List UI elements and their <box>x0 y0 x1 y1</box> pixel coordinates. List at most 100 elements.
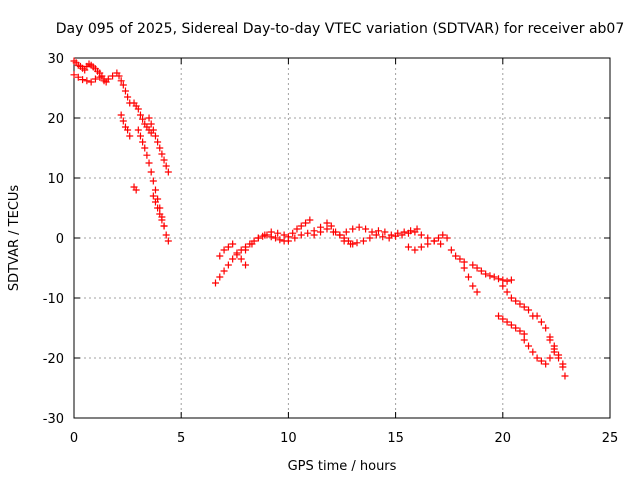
data-point <box>417 231 425 239</box>
data-point <box>145 159 153 167</box>
data-point <box>229 240 237 248</box>
data-point <box>87 78 95 86</box>
data-point <box>121 87 129 95</box>
data-point <box>162 231 170 239</box>
data-point <box>154 138 162 146</box>
data-point <box>83 77 91 85</box>
data-point <box>525 342 533 350</box>
data-point <box>254 234 262 242</box>
data-point <box>404 243 412 251</box>
data-point <box>559 363 567 371</box>
data-point <box>272 234 280 242</box>
data-point <box>149 177 157 185</box>
data-point <box>550 345 558 353</box>
data-point <box>147 168 155 176</box>
data-point <box>274 229 282 237</box>
data-point <box>366 234 374 242</box>
data-point <box>424 234 432 242</box>
data-point <box>439 231 447 239</box>
x-axis-label: GPS time / hours <box>288 459 397 474</box>
data-point <box>460 264 468 272</box>
data-point <box>411 246 419 254</box>
data-point <box>411 228 419 236</box>
data-point <box>503 277 511 285</box>
x-tick-label: 20 <box>495 431 512 446</box>
data-point <box>242 261 250 269</box>
data-point <box>372 231 380 239</box>
data-point <box>149 192 157 200</box>
data-point <box>119 81 127 89</box>
data-point <box>79 76 87 84</box>
data-point <box>443 234 451 242</box>
data-point <box>136 111 144 119</box>
y-tick-label: -10 <box>43 292 64 307</box>
data-point <box>117 111 125 119</box>
data-point <box>349 225 357 233</box>
data-point <box>546 354 554 362</box>
y-tick-label: 10 <box>47 172 64 187</box>
data-point <box>297 222 305 230</box>
data-point <box>304 229 312 237</box>
data-point <box>162 162 170 170</box>
data-point <box>147 120 155 128</box>
data-point <box>529 348 537 356</box>
data-point <box>156 144 164 152</box>
data-point <box>293 225 301 233</box>
data-point <box>482 270 490 278</box>
data-point <box>119 117 127 125</box>
data-point <box>404 229 412 237</box>
data-point <box>220 267 228 275</box>
x-tick-label: 15 <box>387 431 404 446</box>
data-point <box>302 219 310 227</box>
data-point <box>132 186 140 194</box>
data-point <box>512 324 520 332</box>
y-tick-label: 0 <box>56 232 64 247</box>
data-point <box>417 243 425 251</box>
data-point <box>507 294 515 302</box>
data-point <box>158 150 166 158</box>
data-point <box>224 243 232 251</box>
y-tick-label: 20 <box>47 112 64 127</box>
data-point <box>329 228 337 236</box>
data-point <box>164 237 172 245</box>
data-point <box>109 72 117 80</box>
data-point <box>477 267 485 275</box>
data-point <box>503 288 511 296</box>
y-tick-label: 30 <box>47 52 64 67</box>
data-point <box>136 132 144 140</box>
data-point <box>520 303 528 311</box>
data-point <box>139 138 147 146</box>
data-point <box>306 216 314 224</box>
data-point <box>503 318 511 326</box>
data-point <box>398 231 406 239</box>
data-point <box>381 228 389 236</box>
data-point <box>516 327 524 335</box>
data-point <box>151 186 159 194</box>
data-point <box>499 276 507 284</box>
data-point <box>280 231 288 239</box>
data-point <box>233 249 241 257</box>
data-point <box>359 237 367 245</box>
data-point <box>374 227 382 235</box>
data-point <box>96 73 104 81</box>
data-point <box>392 232 400 240</box>
data-point <box>537 318 545 326</box>
plot-frame <box>73 57 611 419</box>
data-point <box>469 261 477 269</box>
data-point <box>546 336 554 344</box>
data-point <box>151 132 159 140</box>
data-point <box>368 228 376 236</box>
data-point <box>555 354 563 362</box>
data-point <box>533 312 541 320</box>
data-point <box>323 225 331 233</box>
data-point <box>385 234 393 242</box>
data-point <box>336 231 344 239</box>
data-point <box>525 306 533 314</box>
data-point <box>327 222 335 230</box>
data-point <box>512 297 520 305</box>
data-point <box>486 272 494 280</box>
data-point <box>561 372 569 380</box>
data-point <box>242 246 250 254</box>
data-point <box>149 126 157 134</box>
